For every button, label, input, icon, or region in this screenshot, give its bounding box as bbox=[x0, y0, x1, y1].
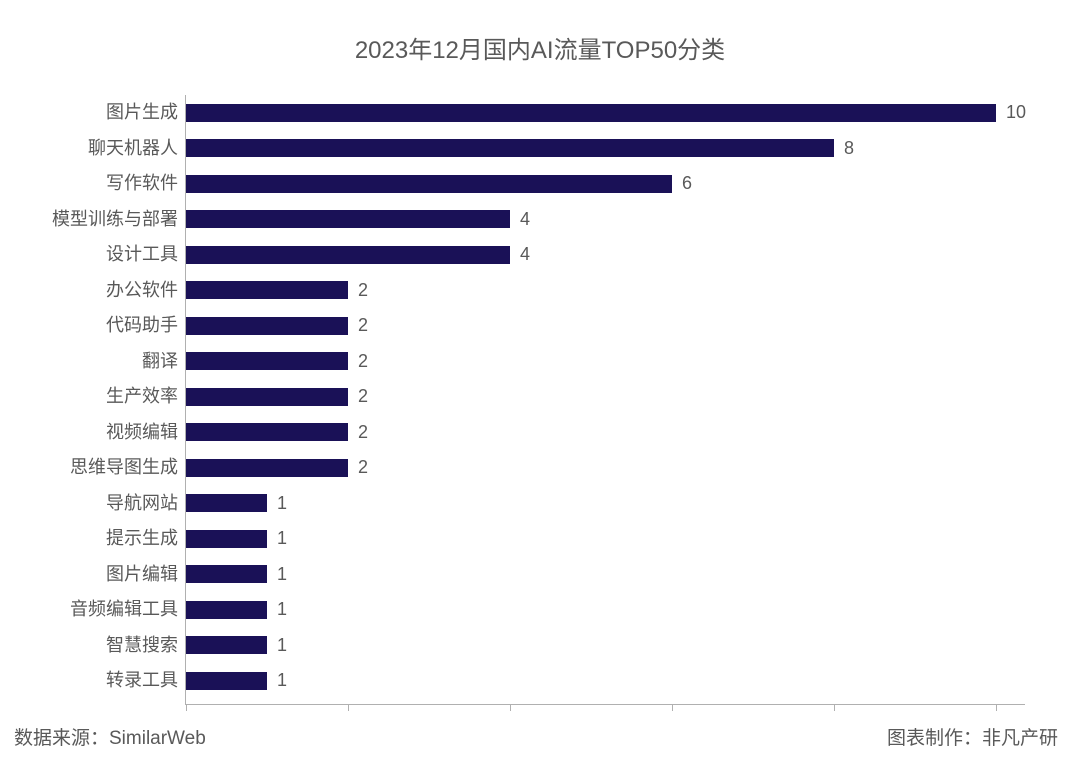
bar bbox=[186, 210, 510, 228]
chart-container: 2023年12月国内AI流量TOP50分类 108644222222111111… bbox=[0, 0, 1080, 770]
bar-value-label: 1 bbox=[277, 635, 287, 656]
bar-value-label: 2 bbox=[358, 315, 368, 336]
y-axis-label: 智慧搜索 bbox=[8, 628, 178, 664]
y-axis-label: 设计工具 bbox=[8, 237, 178, 273]
bar-row: 10 bbox=[186, 95, 1026, 131]
bar-row: 1 bbox=[186, 557, 287, 593]
bar-value-label: 8 bbox=[844, 138, 854, 159]
bar bbox=[186, 494, 267, 512]
bar-row: 1 bbox=[186, 663, 287, 699]
x-axis-tick bbox=[672, 704, 673, 711]
bar bbox=[186, 246, 510, 264]
bar-row: 1 bbox=[186, 592, 287, 628]
bar bbox=[186, 459, 348, 477]
bar-row: 2 bbox=[186, 450, 368, 486]
y-axis-label: 模型训练与部署 bbox=[8, 202, 178, 238]
bar-value-label: 10 bbox=[1006, 102, 1026, 123]
bar-row: 6 bbox=[186, 166, 692, 202]
bar bbox=[186, 601, 267, 619]
bar-value-label: 2 bbox=[358, 457, 368, 478]
bar bbox=[186, 281, 348, 299]
bar bbox=[186, 317, 348, 335]
bar bbox=[186, 565, 267, 583]
bar-row: 4 bbox=[186, 202, 530, 238]
x-axis-tick bbox=[996, 704, 997, 711]
bar-value-label: 1 bbox=[277, 564, 287, 585]
y-axis-label: 图片生成 bbox=[8, 95, 178, 131]
bar-value-label: 2 bbox=[358, 351, 368, 372]
y-axis-label: 音频编辑工具 bbox=[8, 592, 178, 628]
bar-row: 8 bbox=[186, 131, 854, 167]
bar-value-label: 1 bbox=[277, 493, 287, 514]
bar-value-label: 2 bbox=[358, 422, 368, 443]
y-axis-label: 代码助手 bbox=[8, 308, 178, 344]
bar bbox=[186, 175, 672, 193]
footer-credit: 图表制作：非凡产研 bbox=[887, 723, 1058, 750]
y-axis-label: 办公软件 bbox=[8, 273, 178, 309]
bar-row: 2 bbox=[186, 308, 368, 344]
bar-row: 1 bbox=[186, 628, 287, 664]
plot-area: 10 8 6 4 4 2 2 2 2 2 2 1 1 1 1 1 1 bbox=[185, 95, 1025, 705]
bar bbox=[186, 423, 348, 441]
bar-value-label: 4 bbox=[520, 244, 530, 265]
y-axis-label: 转录工具 bbox=[8, 663, 178, 699]
y-axis-label: 聊天机器人 bbox=[8, 131, 178, 167]
x-axis-tick bbox=[186, 704, 187, 711]
bar bbox=[186, 139, 834, 157]
bar-value-label: 1 bbox=[277, 670, 287, 691]
bar-row: 1 bbox=[186, 486, 287, 522]
bar-value-label: 1 bbox=[277, 599, 287, 620]
y-axis-label: 视频编辑 bbox=[8, 415, 178, 451]
bar-value-label: 6 bbox=[682, 173, 692, 194]
bar bbox=[186, 104, 996, 122]
bar-row: 2 bbox=[186, 344, 368, 380]
x-axis-tick bbox=[510, 704, 511, 711]
bar bbox=[186, 388, 348, 406]
y-axis-label: 写作软件 bbox=[8, 166, 178, 202]
bar-value-label: 1 bbox=[277, 528, 287, 549]
bar-row: 1 bbox=[186, 521, 287, 557]
bar-value-label: 4 bbox=[520, 209, 530, 230]
bar bbox=[186, 352, 348, 370]
bar-row: 4 bbox=[186, 237, 530, 273]
y-axis-label: 翻译 bbox=[8, 344, 178, 380]
y-axis-label: 导航网站 bbox=[8, 486, 178, 522]
chart-title: 2023年12月国内AI流量TOP50分类 bbox=[0, 0, 1080, 65]
bar bbox=[186, 530, 267, 548]
bar-value-label: 2 bbox=[358, 386, 368, 407]
x-axis-tick bbox=[834, 704, 835, 711]
y-axis-label: 图片编辑 bbox=[8, 557, 178, 593]
bar-row: 2 bbox=[186, 273, 368, 309]
bar-value-label: 2 bbox=[358, 280, 368, 301]
y-axis-label: 生产效率 bbox=[8, 379, 178, 415]
y-axis-label: 提示生成 bbox=[8, 521, 178, 557]
bar bbox=[186, 672, 267, 690]
footer-source: 数据来源：SimilarWeb bbox=[14, 723, 206, 750]
bar bbox=[186, 636, 267, 654]
bar-row: 2 bbox=[186, 379, 368, 415]
x-axis-tick bbox=[348, 704, 349, 711]
bar-row: 2 bbox=[186, 415, 368, 451]
y-axis-label: 思维导图生成 bbox=[8, 450, 178, 486]
